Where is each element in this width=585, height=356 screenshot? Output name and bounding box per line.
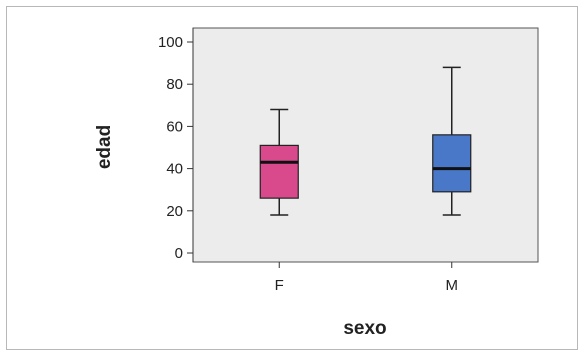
y-tick-label-40: 40	[166, 161, 183, 178]
y-tick-label-0: 0	[175, 245, 183, 262]
plot-area	[192, 27, 539, 263]
x-tick-label-F: F	[275, 277, 284, 294]
y-axis-ticks: 0 20 40 60 80 100	[158, 34, 193, 262]
y-tick-label-60: 60	[166, 118, 183, 135]
iqr-box-F	[259, 144, 299, 199]
y-tick-label-20: 20	[166, 203, 183, 220]
boxes	[259, 66, 472, 216]
iqr-box-M	[432, 134, 472, 193]
box-M	[432, 66, 472, 216]
x-axis-title: sexo	[343, 318, 386, 339]
y-tick-label-100: 100	[158, 34, 183, 51]
y-tick-label-80: 80	[166, 76, 183, 93]
box-F	[259, 108, 299, 216]
x-tick-label-M: M	[446, 277, 459, 294]
y-axis-title: edad	[94, 125, 115, 169]
